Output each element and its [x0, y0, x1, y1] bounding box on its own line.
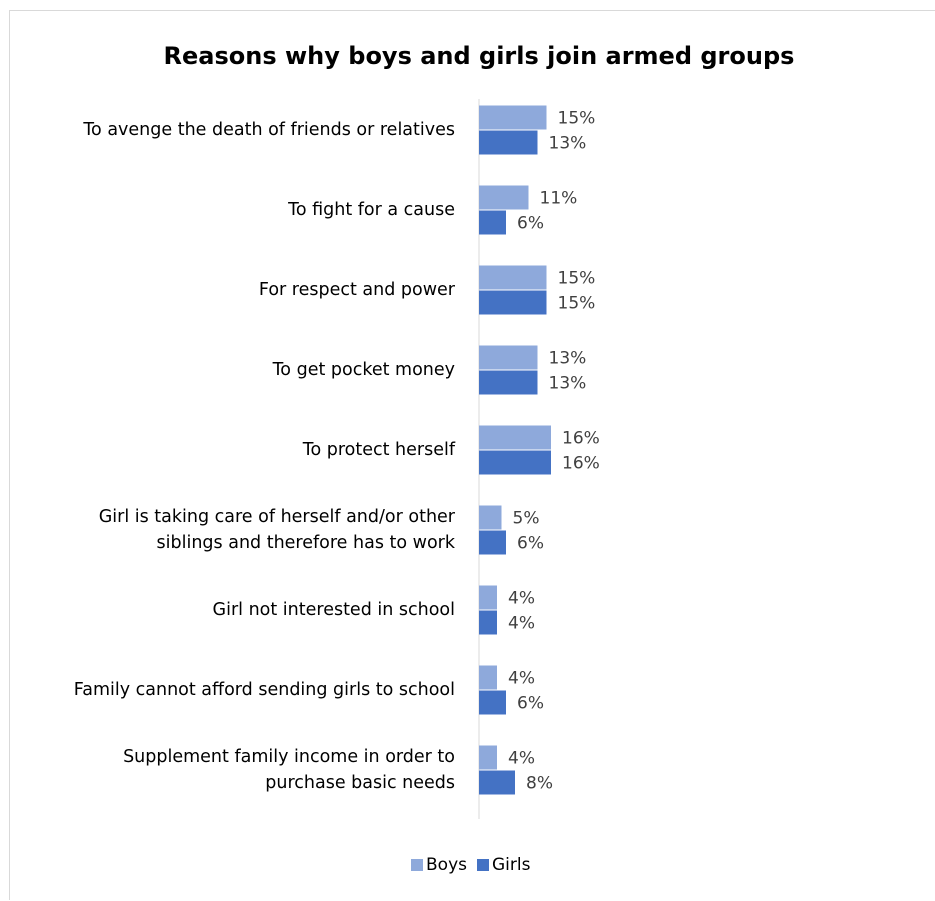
data-label-girls-family-cannot-afford-sending-girls-to-sc: 6%: [517, 694, 544, 714]
bar-girls-family-cannot-afford-sending-girls-to-sc: [479, 690, 506, 715]
bar-girls-girl-not-interested-in-school: [479, 610, 497, 635]
data-label-boys-supplement-family-income-in-order-to-pur: 4%: [508, 749, 535, 769]
data-label-boys-to-protect-herself: 16%: [562, 429, 600, 449]
category-label: purchase basic needs: [265, 773, 455, 793]
bar-girls-girl-is-taking-care-of-herself-and-or-ot: [479, 530, 506, 555]
bar-boys-supplement-family-income-in-order-to-pur: [479, 745, 497, 770]
data-label-girls-girl-not-interested-in-school: 4%: [508, 614, 535, 634]
chart-area: Reasons why boys and girls join armed gr…: [9, 10, 935, 900]
category-labels: To avenge the death of friends or relati…: [74, 120, 456, 793]
category-label: Girl is taking care of herself and/or ot…: [99, 507, 456, 527]
data-label-girls-girl-is-taking-care-of-herself-and-or-ot: 6%: [517, 534, 544, 554]
data-label-girls-to-avenge-the-death-of-friends-or-relati: 13%: [549, 134, 587, 154]
bar-boys-girl-is-taking-care-of-herself-and-or-ot: [479, 505, 502, 530]
bar-boys-to-get-pocket-money: [479, 345, 538, 370]
chart-title: Reasons why boys and girls join armed gr…: [164, 42, 795, 70]
category-label: For respect and power: [259, 280, 456, 300]
data-label-boys-for-respect-and-power: 15%: [558, 269, 596, 289]
legend: Boys Girls: [411, 855, 531, 875]
data-label-girls-to-protect-herself: 16%: [562, 454, 600, 474]
data-label-girls-for-respect-and-power: 15%: [558, 294, 596, 314]
data-label-boys-to-fight-for-a-cause: 11%: [540, 189, 578, 209]
category-label: Family cannot afford sending girls to sc…: [74, 680, 455, 700]
bars-layer: 15% 13% 11% 6% 15% 15% 13% 13% 16% 16% 5% 6% 4% 4% 4% 6…: [479, 105, 600, 795]
bar-boys-family-cannot-afford-sending-girls-to-sc: [479, 665, 497, 690]
bar-boys-to-protect-herself: [479, 425, 551, 450]
bar-boys-girl-not-interested-in-school: [479, 585, 497, 610]
category-label: To fight for a cause: [287, 200, 455, 220]
bar-chart: Reasons why boys and girls join armed gr…: [74, 42, 795, 875]
data-label-boys-to-get-pocket-money: 13%: [549, 349, 587, 369]
data-label-boys-family-cannot-afford-sending-girls-to-sc: 4%: [508, 669, 535, 689]
bar-boys-for-respect-and-power: [479, 265, 547, 290]
bar-girls-to-fight-for-a-cause: [479, 210, 506, 235]
data-label-girls-to-fight-for-a-cause: 6%: [517, 214, 544, 234]
legend-swatch-girls: [477, 859, 489, 871]
category-label: Girl not interested in school: [213, 600, 455, 620]
data-label-boys-girl-is-taking-care-of-herself-and-or-ot: 5%: [513, 509, 540, 529]
category-label: Supplement family income in order to: [123, 747, 455, 767]
legend-label-girls: Girls: [492, 855, 531, 875]
legend-swatch-boys: [411, 859, 423, 871]
category-label: siblings and therefore has to work: [157, 533, 456, 553]
bar-girls-for-respect-and-power: [479, 290, 547, 315]
category-label: To protect herself: [302, 440, 456, 460]
bar-boys-to-avenge-the-death-of-friends-or-relati: [479, 105, 547, 130]
category-label: To get pocket money: [272, 360, 455, 380]
bar-girls-to-protect-herself: [479, 450, 551, 475]
legend-label-boys: Boys: [426, 855, 467, 875]
bar-girls-supplement-family-income-in-order-to-pur: [479, 770, 515, 795]
data-label-boys-to-avenge-the-death-of-friends-or-relati: 15%: [558, 109, 596, 129]
bar-girls-to-get-pocket-money: [479, 370, 538, 395]
bar-girls-to-avenge-the-death-of-friends-or-relati: [479, 130, 538, 155]
bar-boys-to-fight-for-a-cause: [479, 185, 529, 210]
category-label: To avenge the death of friends or relati…: [82, 120, 455, 140]
data-label-girls-supplement-family-income-in-order-to-pur: 8%: [526, 774, 553, 794]
data-label-boys-girl-not-interested-in-school: 4%: [508, 589, 535, 609]
data-label-girls-to-get-pocket-money: 13%: [549, 374, 587, 394]
